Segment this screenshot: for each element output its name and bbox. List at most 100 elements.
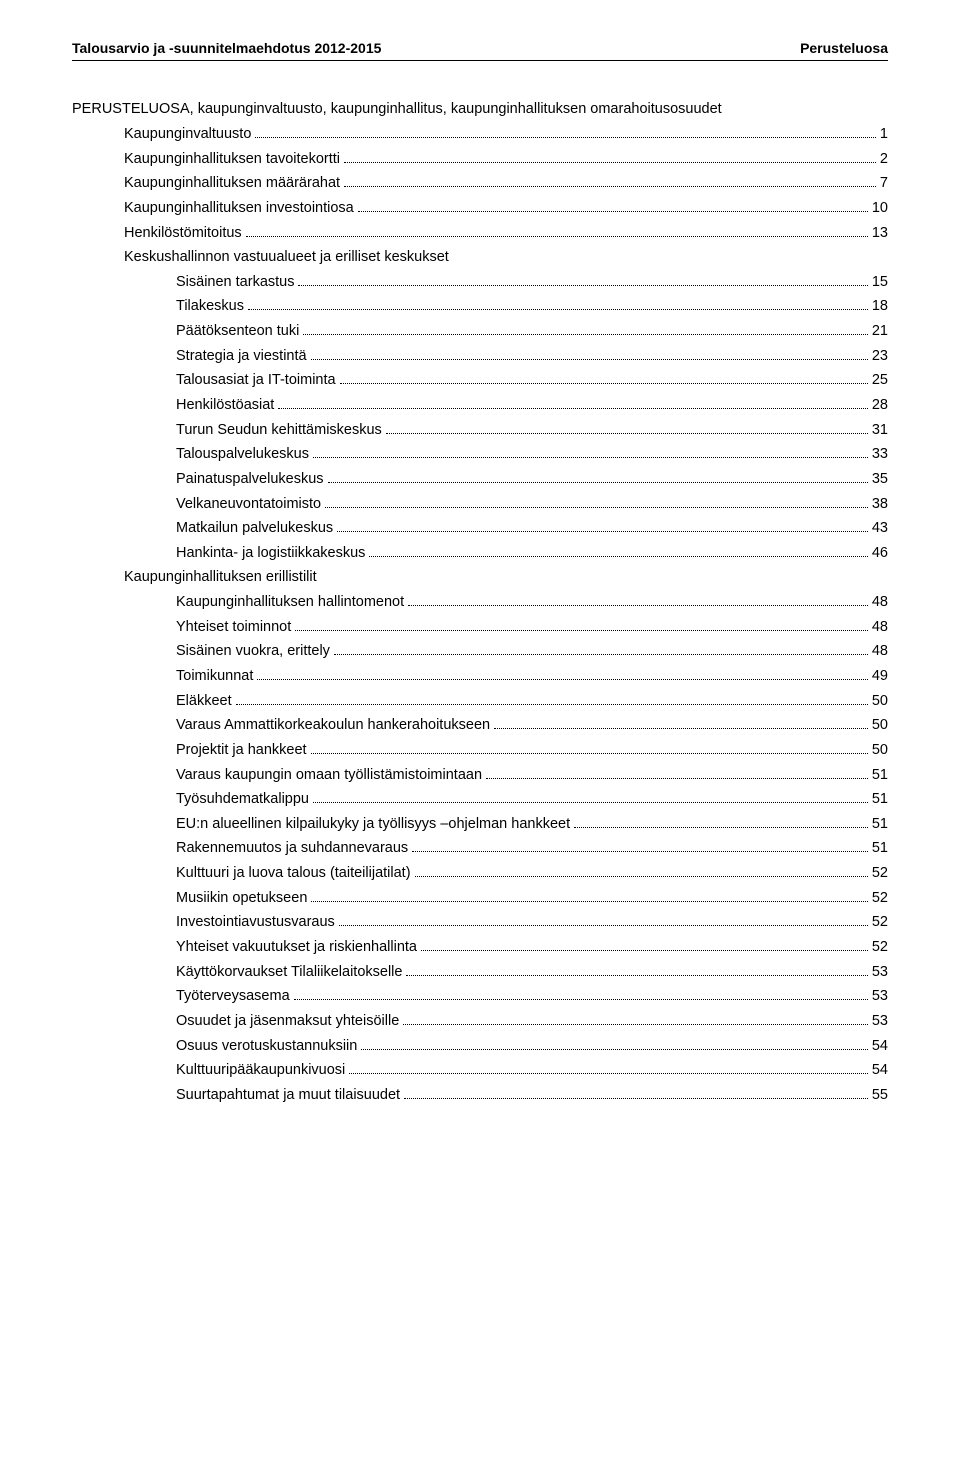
toc-row: Sisäinen vuokra, erittely48 <box>72 644 888 659</box>
toc-row: Investointiavustusvaraus52 <box>72 915 888 930</box>
toc-dots <box>421 940 868 951</box>
toc-label: Kaupunginhallituksen investointiosa <box>124 201 354 216</box>
toc-row: Talouspalvelukeskus33 <box>72 447 888 462</box>
toc-page: 55 <box>872 1088 888 1103</box>
toc-page: 53 <box>872 989 888 1004</box>
toc-page: 46 <box>872 546 888 561</box>
toc-page: 38 <box>872 497 888 512</box>
toc-label: Projektit ja hankkeet <box>176 743 307 758</box>
toc-dots <box>334 644 868 655</box>
toc-label: Kulttuuri ja luova talous (taiteilijatil… <box>176 866 411 881</box>
toc-page: 2 <box>880 152 888 167</box>
toc-row: Musiikin opetukseen52 <box>72 891 888 906</box>
toc-row: Päätöksenteon tuki21 <box>72 324 888 339</box>
header-left: Talousarvio ja -suunnitelmaehdotus 2012-… <box>72 40 381 56</box>
toc-label: EU:n alueellinen kilpailukyky ja työllis… <box>176 817 570 832</box>
toc-dots <box>311 349 868 360</box>
toc-page: 21 <box>872 324 888 339</box>
toc-dots <box>574 817 868 828</box>
toc-page: 52 <box>872 866 888 881</box>
toc-row: Toimikunnat49 <box>72 669 888 684</box>
toc-row: Suurtapahtumat ja muut tilaisuudet 55 <box>72 1088 888 1103</box>
toc-dots <box>295 620 868 631</box>
toc-dots <box>358 201 868 212</box>
toc-dots <box>313 447 868 458</box>
toc-row: Strategia ja viestintä 23 <box>72 349 888 364</box>
toc-dots <box>311 891 867 902</box>
toc-label: Turun Seudun kehittämiskeskus <box>176 423 382 438</box>
toc-dots <box>294 989 868 1000</box>
toc-label: Kulttuuripääkaupunkivuosi <box>176 1063 345 1078</box>
page-header: Talousarvio ja -suunnitelmaehdotus 2012-… <box>72 40 888 61</box>
toc-label: Kaupunginhallituksen määrärahat <box>124 176 340 191</box>
toc-label: Keskushallinnon vastuualueet ja erillise… <box>124 250 449 265</box>
toc-label: Sisäinen vuokra, erittely <box>176 644 330 659</box>
toc-dots <box>408 595 868 606</box>
toc-dots <box>406 965 867 976</box>
toc-row: Kaupunginvaltuusto1 <box>72 127 888 142</box>
toc-row: Kulttuuripääkaupunkivuosi54 <box>72 1063 888 1078</box>
toc-label: Varaus kaupungin omaan työllistämistoimi… <box>176 768 482 783</box>
toc-dots <box>278 398 868 409</box>
toc-label: Matkailun palvelukeskus <box>176 521 333 536</box>
toc-label: Kaupunginhallituksen tavoitekortti <box>124 152 340 167</box>
toc-dots <box>255 127 876 138</box>
toc-dots <box>486 767 868 778</box>
toc-page: 51 <box>872 792 888 807</box>
toc-page: 25 <box>872 373 888 388</box>
toc-page: 23 <box>872 349 888 364</box>
page: Talousarvio ja -suunnitelmaehdotus 2012-… <box>0 0 960 1462</box>
toc-label: Velkaneuvontatoimisto <box>176 497 321 512</box>
toc-dots <box>415 866 868 877</box>
toc-label: Sisäinen tarkastus <box>176 275 294 290</box>
toc-row: Rakennemuutos ja suhdannevaraus51 <box>72 841 888 856</box>
toc-dots <box>340 373 868 384</box>
toc-row: Hankinta- ja logistiikkakeskus 46 <box>72 546 888 561</box>
toc-row: Projektit ja hankkeet50 <box>72 743 888 758</box>
toc-label: Eläkkeet <box>176 694 232 709</box>
toc-dots <box>298 275 867 286</box>
toc-label: Hankinta- ja logistiikkakeskus <box>176 546 365 561</box>
toc-row: Osuus verotuskustannuksiin54 <box>72 1038 888 1053</box>
toc-label: Talousasiat ja IT-toiminta <box>176 373 336 388</box>
toc-page: 48 <box>872 595 888 610</box>
toc-dots <box>369 546 867 557</box>
toc-label: Henkilöstöasiat <box>176 398 274 413</box>
toc-page: 10 <box>872 201 888 216</box>
toc-page: 15 <box>872 275 888 290</box>
toc-label: Suurtapahtumat ja muut tilaisuudet <box>176 1088 400 1103</box>
toc-row: Varaus Ammattikorkeakoulun hankerahoituk… <box>72 718 888 733</box>
toc-row: Kaupunginhallituksen hallintomenot 48 <box>72 595 888 610</box>
toc-dots <box>412 841 868 852</box>
toc-page: 51 <box>872 817 888 832</box>
toc-row: Varaus kaupungin omaan työllistämistoimi… <box>72 767 888 782</box>
toc-dots <box>386 423 868 434</box>
toc-label: Musiikin opetukseen <box>176 891 307 906</box>
toc-label: Osuudet ja jäsenmaksut yhteisöille <box>176 1014 399 1029</box>
toc-label: Kaupunginvaltuusto <box>124 127 251 142</box>
toc-row: Yhteiset vakuutukset ja riskienhallinta5… <box>72 940 888 955</box>
toc-label: Rakennemuutos ja suhdannevaraus <box>176 841 408 856</box>
toc-row: Kaupunginhallituksen investointiosa 10 <box>72 201 888 216</box>
toc-row: Työsuhdematkalippu 51 <box>72 792 888 807</box>
toc-page: 54 <box>872 1039 888 1054</box>
toc-page: 18 <box>872 299 888 314</box>
toc-label: Työterveysasema <box>176 989 290 1004</box>
toc-dots <box>403 1014 868 1025</box>
toc-page: 7 <box>880 176 888 191</box>
toc-label: Yhteiset vakuutukset ja riskienhallinta <box>176 940 417 955</box>
toc-dots <box>361 1038 868 1049</box>
header-right: Perusteluosa <box>800 40 888 56</box>
toc-row: Matkailun palvelukeskus 43 <box>72 521 888 536</box>
toc-label: Strategia ja viestintä <box>176 349 307 364</box>
toc-dots <box>248 299 868 310</box>
toc-label: Kaupunginhallituksen hallintomenot <box>176 595 404 610</box>
toc-row: Työterveysasema 53 <box>72 989 888 1004</box>
toc-page: 43 <box>872 521 888 536</box>
toc-label: Työsuhdematkalippu <box>176 792 309 807</box>
toc-row: Kaupunginhallituksen erillistilit <box>72 570 888 585</box>
toc-page: 50 <box>872 694 888 709</box>
toc-label: Varaus Ammattikorkeakoulun hankerahoituk… <box>176 718 490 733</box>
toc-label: Talouspalvelukeskus <box>176 447 309 462</box>
toc-page: 48 <box>872 620 888 635</box>
